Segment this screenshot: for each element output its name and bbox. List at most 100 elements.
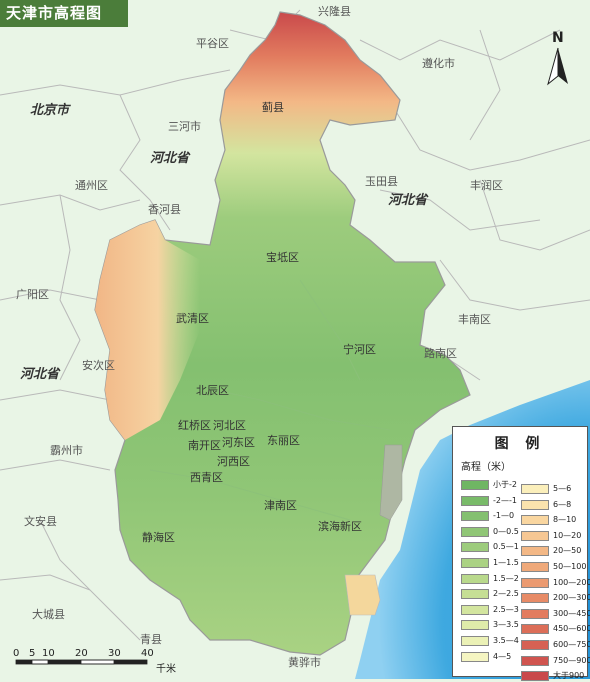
- label-tongzhou: 通州区: [75, 179, 108, 192]
- legend-label: 3.5—4: [493, 636, 519, 645]
- scale-tick-10: 10: [42, 648, 55, 659]
- label-sanhe: 三河市: [168, 120, 201, 133]
- label-fengnan: 丰南区: [458, 313, 491, 326]
- legend-swatch: [521, 608, 549, 619]
- legend-label: 20—50: [553, 546, 582, 556]
- label-binhai: 滨海新区: [318, 520, 362, 533]
- legend-swatch: [521, 640, 549, 650]
- legend-swatch: [461, 573, 489, 584]
- label-nankai: 南开区: [188, 439, 221, 452]
- label-qingxian: 青县: [140, 633, 162, 646]
- legend-label: 小于-2: [493, 480, 517, 489]
- legend-swatch: [521, 593, 549, 604]
- label-guangyang: 广阳区: [16, 288, 49, 301]
- legend-swatch: [521, 624, 549, 635]
- legend-swatch: [461, 620, 489, 631]
- label-beichen: 北辰区: [196, 384, 229, 397]
- scale-tick-0: 0: [13, 648, 20, 659]
- label-hebei-3: 河北省: [20, 367, 60, 382]
- scale-tick-5: 5: [29, 648, 36, 659]
- tianjin-territory: [94, 11, 471, 656]
- legend-label: 2.5—3: [493, 604, 519, 614]
- label-jinghai: 静海区: [142, 531, 175, 544]
- legend-label: 3—3.5: [493, 620, 519, 630]
- scale-unit: 千米: [156, 664, 176, 675]
- legend-swatch: [521, 546, 549, 557]
- scale-bar-graphic: [15, 659, 148, 665]
- legend-swatch: [521, 530, 549, 541]
- legend-label: 1—1.5: [493, 558, 519, 567]
- label-hedong: 河东区: [222, 436, 255, 449]
- legend-swatch: [461, 604, 489, 615]
- legend-label: 100—200: [553, 577, 590, 587]
- scale-tick-40: 40: [141, 648, 154, 659]
- legend-label: 0—0.5: [493, 526, 519, 536]
- legend-label: 4—5: [493, 651, 512, 661]
- label-hongqiao: 红桥区: [178, 419, 211, 432]
- label-dongli: 东丽区: [267, 434, 300, 447]
- label-huanghua: 黄骅市: [288, 656, 321, 669]
- label-hebei-1: 河北省: [150, 151, 190, 166]
- legend-unit: 高程（米）: [461, 462, 511, 473]
- legend-swatch: [521, 655, 549, 666]
- legend-swatch: [461, 480, 489, 490]
- legend-label: 450—600: [553, 624, 590, 634]
- legend-swatch: [521, 577, 549, 588]
- legend-swatch: [461, 589, 489, 600]
- legend-swatch: [461, 495, 489, 506]
- label-xinglong: 兴隆县: [318, 5, 351, 18]
- label-dacheng: 大城县: [32, 608, 65, 621]
- legend-title: 图 例: [494, 436, 546, 452]
- label-xiqing: 西青区: [190, 471, 223, 484]
- label-jinnan: 津南区: [264, 499, 297, 512]
- label-zunhua: 遵化市: [422, 57, 455, 70]
- legend-label: 5—6: [553, 484, 572, 493]
- legend-swatch: [521, 499, 549, 510]
- label-bazhou: 霸州市: [50, 444, 83, 457]
- legend-swatch: [521, 671, 549, 682]
- legend-swatch: [521, 484, 549, 494]
- legend-label: 50—100: [553, 562, 587, 571]
- north-letter: N: [552, 30, 564, 46]
- label-pinggu: 平谷区: [196, 37, 229, 50]
- label-hexi: 河西区: [217, 455, 250, 468]
- label-wenan: 文安县: [24, 515, 57, 528]
- legend-label: 0.5—1: [493, 542, 519, 552]
- label-beijing: 北京市: [30, 103, 70, 118]
- legend: 图 例 高程（米） 小于-2 -2—-1 -1—0 0—0.5 0.5—1 1—1.5 1.…: [452, 426, 590, 682]
- legend-label: -2—-1: [493, 495, 517, 505]
- western-highland: [95, 220, 200, 440]
- legend-swatch: [461, 651, 489, 662]
- label-xianghe: 香河县: [148, 203, 181, 216]
- legend-label: 200—300: [553, 593, 590, 603]
- legend-label: 1.5—2: [493, 573, 519, 583]
- port-area: [379, 444, 403, 521]
- label-hebei-2: 河北省: [388, 193, 428, 208]
- legend-label: 600—750: [553, 640, 590, 649]
- legend-swatch: [461, 542, 489, 553]
- map-title: 天津市高程图: [0, 0, 128, 27]
- legend-label: 750—900: [553, 655, 590, 665]
- legend-label: 10—20: [553, 530, 582, 540]
- label-wuqing: 武清区: [176, 312, 209, 325]
- legend-label: 6—8: [553, 499, 572, 509]
- legend-label: 300—450: [553, 608, 590, 618]
- label-baodi: 宝坻区: [266, 251, 299, 264]
- legend-swatch: [461, 526, 489, 537]
- label-jixian: 蓟县: [262, 101, 284, 114]
- scale-bar: 0 5 10 20 30 40 千米: [13, 648, 196, 675]
- legend-label: 大于900: [553, 671, 585, 681]
- north-arrow: N: [540, 30, 576, 90]
- rivers: [149, 279, 391, 521]
- label-hebei-district: 河北区: [213, 419, 246, 432]
- label-ninghe: 宁河区: [343, 343, 376, 356]
- legend-label: -1—0: [493, 511, 515, 521]
- legend-swatch: [521, 515, 549, 526]
- legend-swatch: [461, 558, 489, 568]
- north-arrow-icon: [547, 47, 568, 86]
- legend-swatch: [461, 511, 489, 522]
- label-lunan: 路南区: [424, 347, 457, 360]
- scale-tick-30: 30: [108, 648, 121, 659]
- legend-swatch: [521, 562, 549, 572]
- label-yutian: 玉田县: [365, 175, 398, 188]
